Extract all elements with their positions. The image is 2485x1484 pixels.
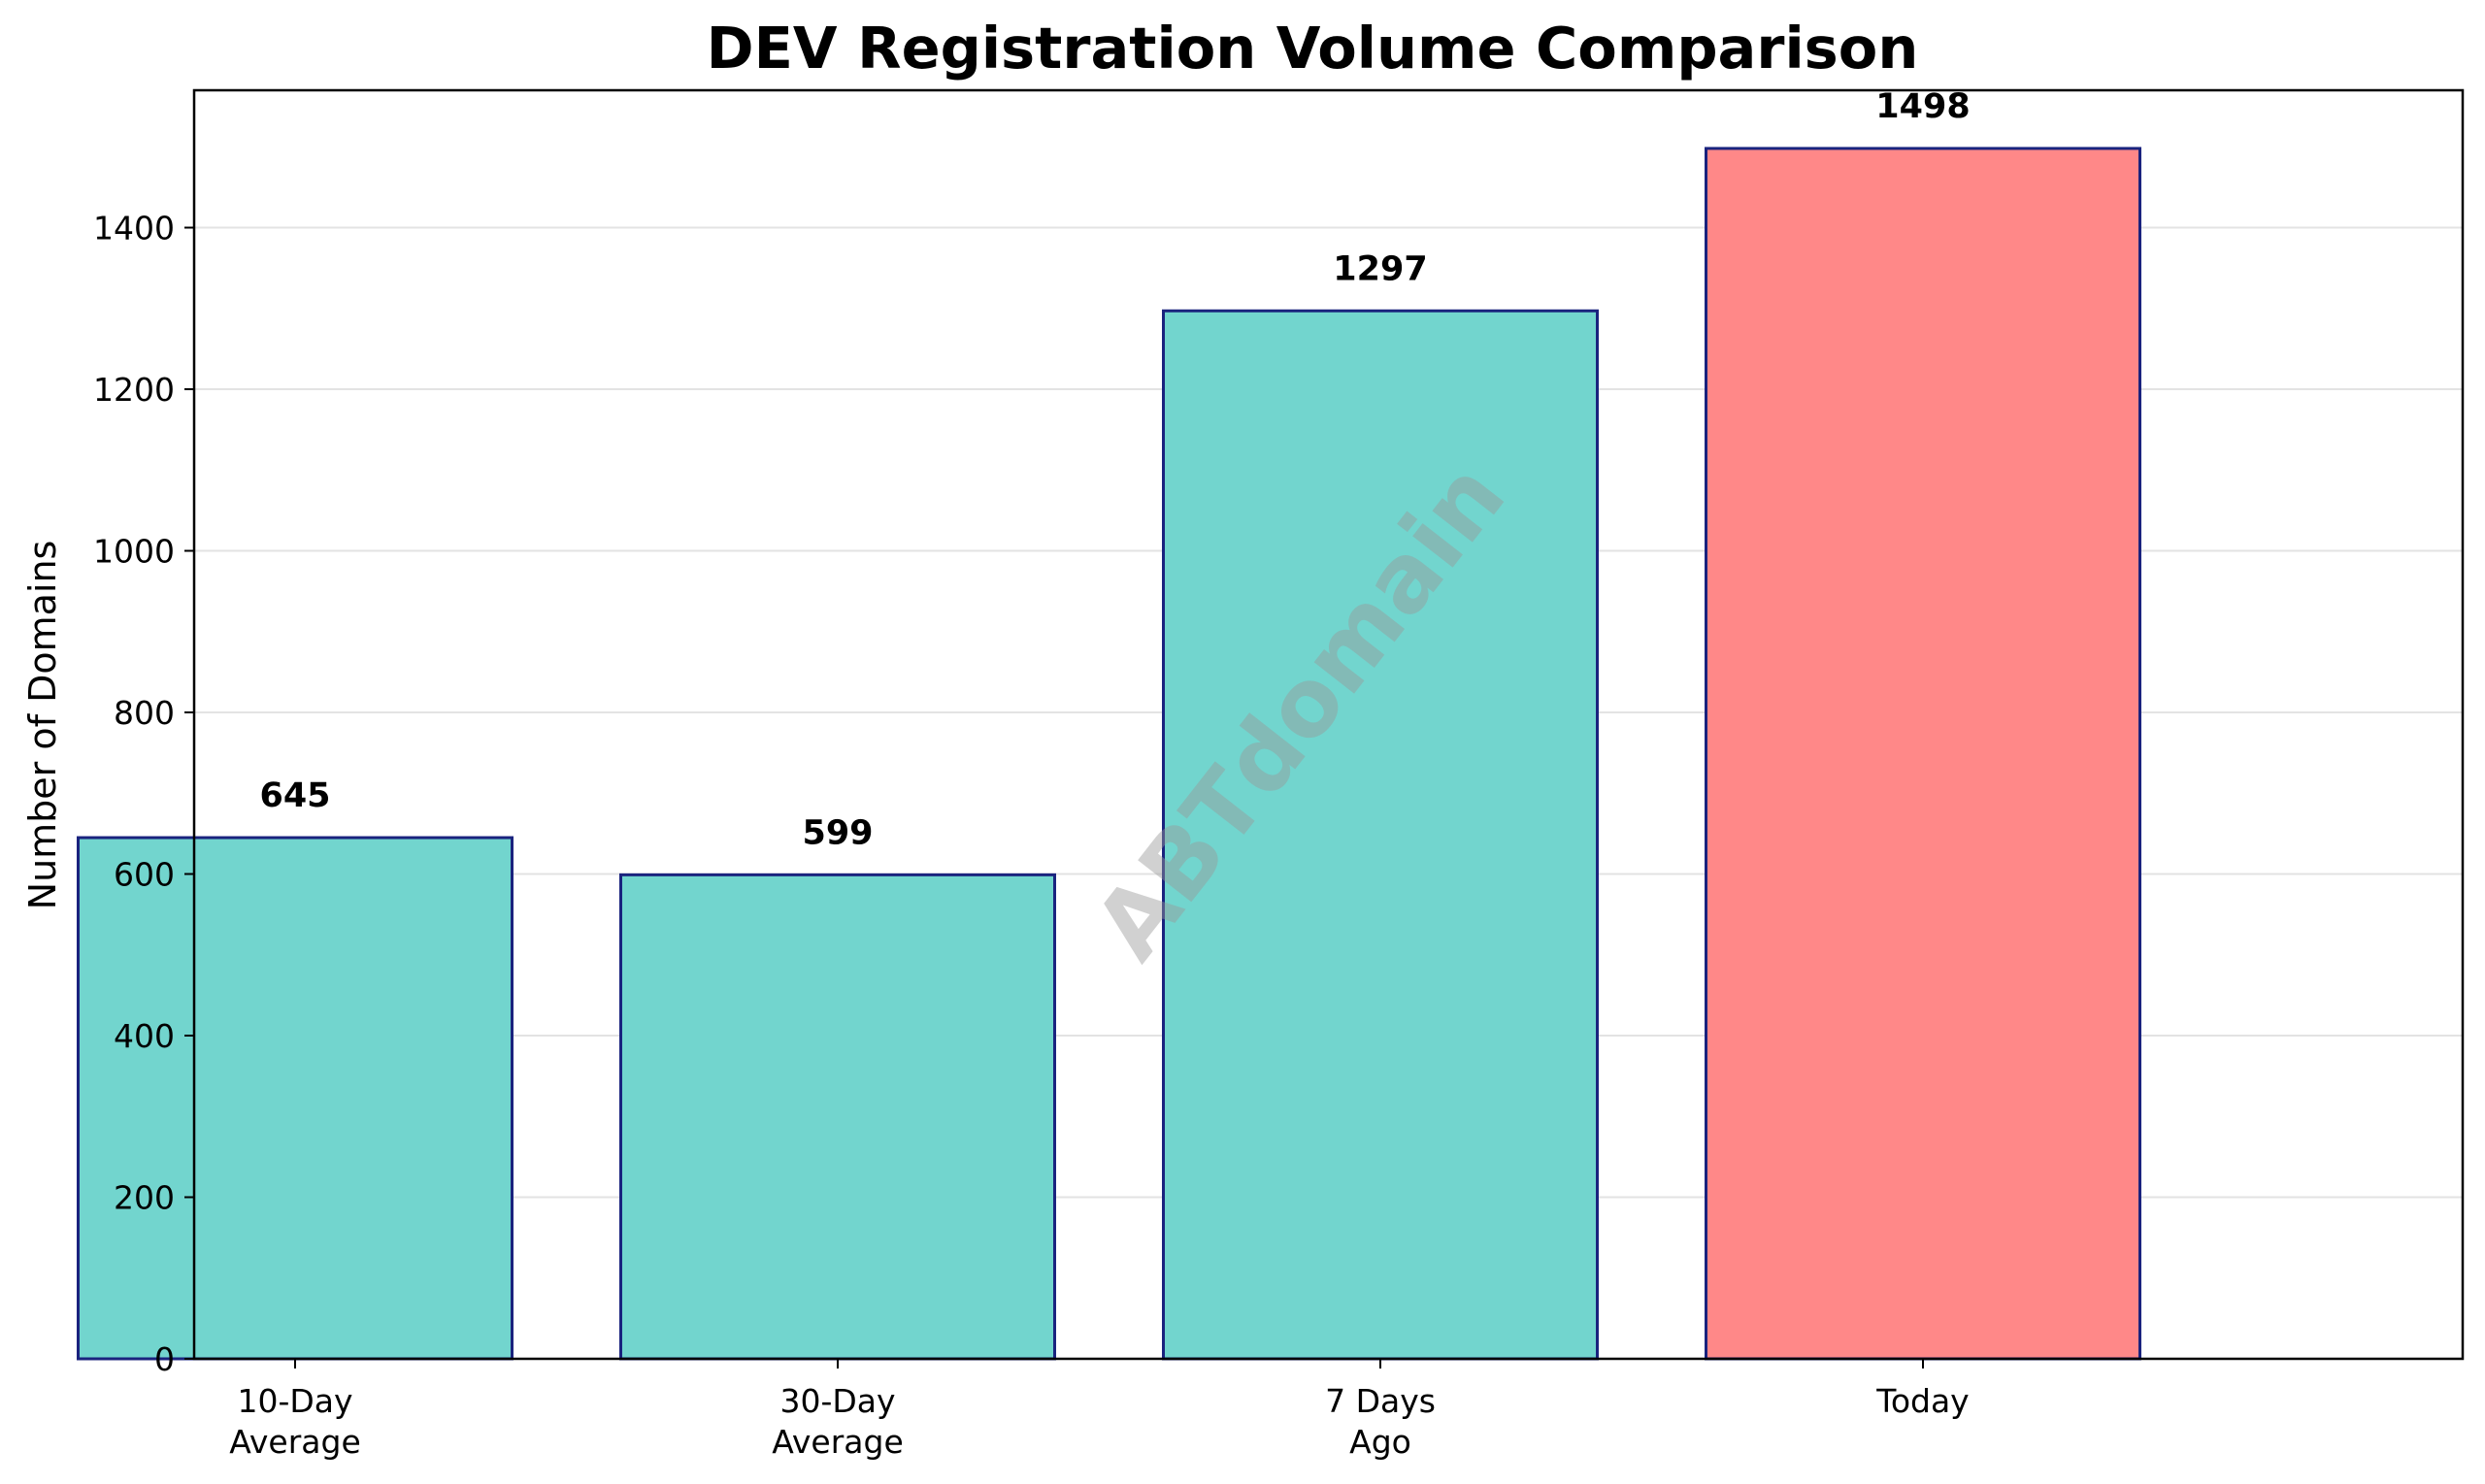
x-tick-label: 10-Day bbox=[237, 1382, 352, 1420]
bar bbox=[1705, 147, 2141, 1361]
data-label: 599 bbox=[802, 813, 873, 852]
y-tick-label: 1400 bbox=[93, 210, 175, 247]
y-tick-label: 1200 bbox=[93, 371, 175, 409]
y-tick-label: 600 bbox=[114, 856, 175, 894]
data-label: 1297 bbox=[1333, 249, 1427, 288]
bar bbox=[619, 873, 1056, 1361]
x-tick-label: Today bbox=[1875, 1382, 1969, 1420]
y-tick-label: 0 bbox=[154, 1340, 175, 1378]
x-tick-label: Average bbox=[772, 1423, 904, 1461]
y-tick-label: 800 bbox=[114, 694, 175, 732]
chart-title: DEV Registration Volume Comparison bbox=[707, 15, 1919, 82]
data-label: 1498 bbox=[1875, 87, 1970, 126]
y-tick-label: 400 bbox=[114, 1017, 175, 1055]
x-tick-label: 30-Day bbox=[779, 1382, 895, 1420]
y-axis-ticks: 0 200 400 600 800 1000 1200 1400 bbox=[93, 210, 194, 1378]
bar bbox=[77, 836, 514, 1361]
y-axis-label: Number of Domains bbox=[21, 541, 64, 910]
x-tick-label: Average bbox=[229, 1423, 361, 1461]
bars bbox=[77, 147, 2141, 1361]
x-tick-label: Ago bbox=[1349, 1423, 1411, 1461]
data-label: 645 bbox=[259, 776, 330, 815]
y-tick-label: 1000 bbox=[93, 533, 175, 571]
plot-frame bbox=[192, 88, 2465, 1361]
y-tick-label: 200 bbox=[114, 1179, 175, 1217]
data-labels: 645 599 1297 1498 bbox=[259, 87, 1970, 852]
x-tick-label: 7 Days bbox=[1325, 1382, 1436, 1420]
